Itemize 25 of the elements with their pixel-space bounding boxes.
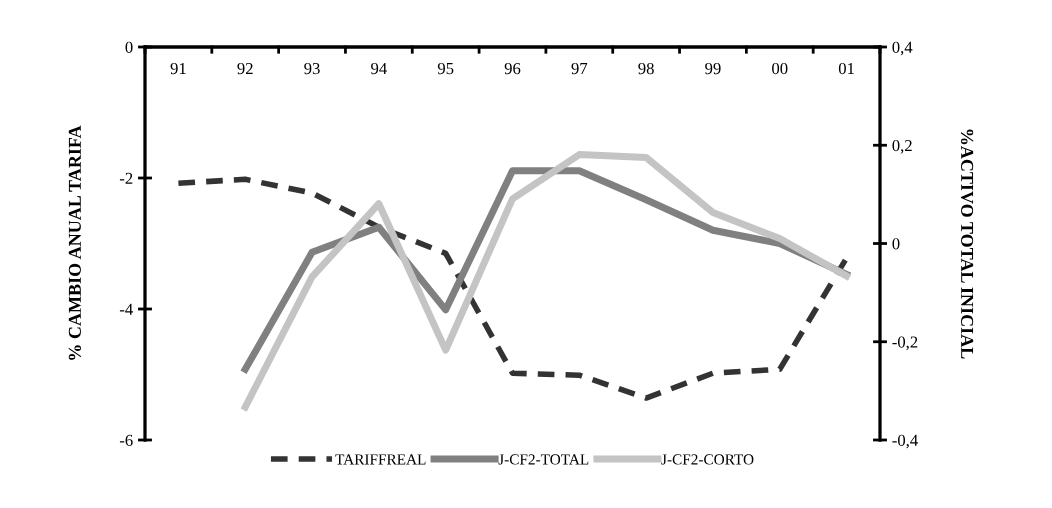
y-tick-label: -2: [119, 172, 133, 184]
y-tick-label: -6: [119, 434, 133, 446]
y-tick-label: -4: [119, 303, 133, 315]
y2-tick-label: -0,2: [892, 336, 918, 351]
legend-label: J-CF2-CORTO: [661, 454, 754, 465]
y-tick-label: 0: [125, 41, 133, 53]
x-tick-label: 91: [170, 62, 186, 75]
legend-label: TARIFFREAL: [335, 454, 426, 465]
x-tick-label: 96: [504, 62, 521, 75]
x-tick-label: 00: [772, 62, 788, 75]
x-tick-label: 92: [237, 62, 253, 75]
x-tick-label: 93: [304, 62, 320, 75]
x-tick-label: 97: [571, 62, 588, 75]
y-axis-title: % CAMBIO ANUAL TARIFA: [68, 125, 81, 360]
y2-tick-label: 0: [892, 238, 900, 250]
x-tick-label: 99: [705, 62, 721, 75]
x-tick-label: 98: [638, 62, 654, 75]
y2-tick-label: 0,2: [892, 139, 912, 154]
x-tick-label: 01: [838, 62, 854, 75]
y2-tick-label: 0,4: [892, 41, 913, 56]
legend-label: J-CF2-TOTAL: [498, 454, 589, 465]
y2-tick-label: -0,4: [892, 434, 918, 449]
x-tick-label: 95: [437, 62, 454, 75]
x-tick-label: 94: [371, 62, 387, 75]
y2-axis-title: %ACTIVO TOTAL INICIAL: [960, 129, 974, 359]
